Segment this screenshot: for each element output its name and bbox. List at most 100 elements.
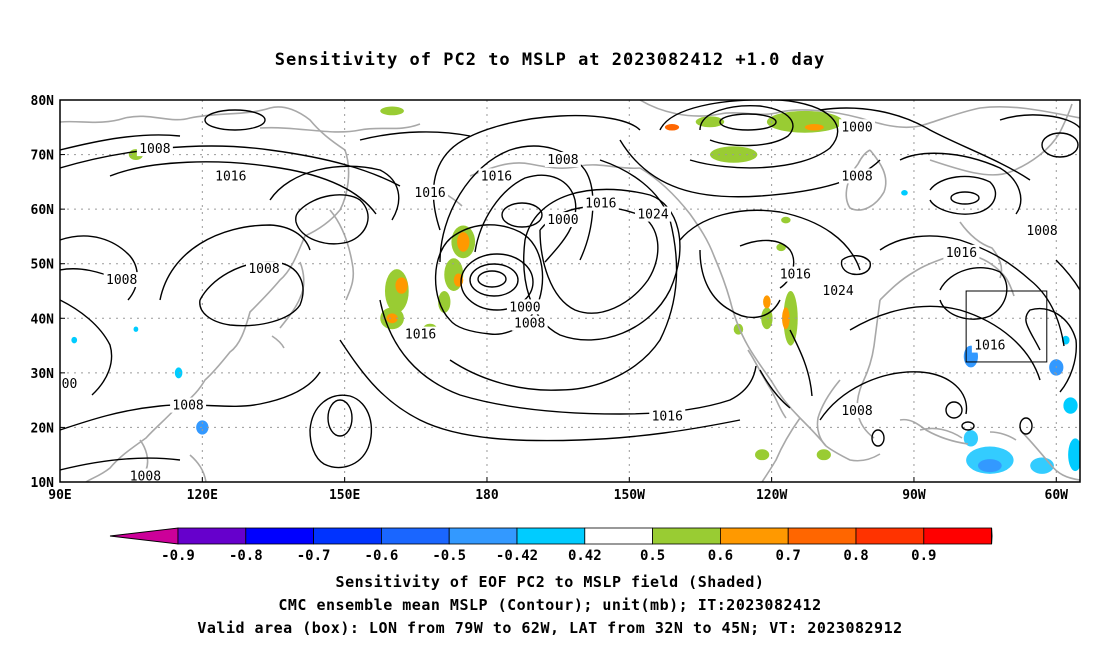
sensitivity-patch xyxy=(963,430,978,447)
lon-tick-label: 150E xyxy=(329,488,360,503)
contour-labels: 1008 1016 1008 1008 1016 1016 1008 1000 1016 1024… xyxy=(59,119,1061,485)
sensitivity-patch xyxy=(776,243,786,252)
colorbar-label: 0.42 xyxy=(568,548,602,564)
grid-lines xyxy=(60,100,1080,482)
sensitivity-patch xyxy=(71,336,78,344)
colorbar-swatch xyxy=(313,527,382,545)
sensitivity-patch xyxy=(755,449,770,461)
sensitivity-patch xyxy=(816,449,831,461)
lat-tick-label: 50N xyxy=(31,258,55,273)
colorbar-label: -0.42 xyxy=(496,548,538,564)
sensitivity-patch xyxy=(782,307,790,330)
sensitivity-patch xyxy=(457,232,470,252)
contour-label: 1016 xyxy=(414,186,445,201)
valid-area-box xyxy=(965,290,1048,363)
contour-label: 1008 xyxy=(841,404,872,419)
colorbar-swatch xyxy=(855,527,925,545)
colorbar-swatch xyxy=(652,527,721,545)
colorbar-swatch xyxy=(448,527,518,545)
contour-label-bg xyxy=(246,261,282,277)
contour-label: 1016 xyxy=(481,169,512,184)
contour-label-bg xyxy=(412,184,449,200)
contour-label-bg xyxy=(839,119,876,135)
colorbar-label: 0.7 xyxy=(776,548,801,564)
contour-label: 1016 xyxy=(585,197,616,212)
contour-label: 1008 xyxy=(106,273,137,288)
colorbar-swatch xyxy=(787,527,857,545)
contour-label: 1008 xyxy=(248,262,279,277)
lon-tick-label: 120W xyxy=(756,488,787,503)
contour-label: 1000 xyxy=(509,300,540,315)
colorbar-swatch xyxy=(720,527,789,545)
contour-label: 1008 xyxy=(514,317,545,332)
contour-label: 1016 xyxy=(780,268,811,283)
contour-label-bg xyxy=(777,266,814,282)
contour-label-bg xyxy=(127,468,164,484)
contour-label: 1016 xyxy=(946,246,977,261)
contour-label-bg xyxy=(506,299,543,315)
page-title: Sensitivity of PC2 to MSLP at 2023082412… xyxy=(274,50,826,70)
sensitivity-shading xyxy=(71,106,1080,474)
colorbar-label: -0.5 xyxy=(432,548,466,564)
sensitivity-patch xyxy=(395,277,408,294)
lat-tick-label: 10N xyxy=(31,476,55,491)
contour-label-bg xyxy=(212,168,249,184)
contour-label: 1000 xyxy=(841,120,872,135)
contour-label-bg xyxy=(136,141,173,157)
sensitivity-patch xyxy=(380,106,404,116)
sensitivity-patch xyxy=(196,420,209,435)
contour-label: 1016 xyxy=(974,339,1005,354)
contour-label-bg xyxy=(402,326,439,342)
contour-label: 1024 xyxy=(637,208,668,223)
colorbar-label: 0.8 xyxy=(843,548,868,564)
footer-line-1: Sensitivity of EOF PC2 to MSLP field (Sh… xyxy=(335,573,765,591)
contour-label-bg xyxy=(820,283,857,298)
contour-label: 00 xyxy=(62,377,78,392)
contour-label: 1008 xyxy=(139,142,170,157)
contour-label: 1016 xyxy=(405,328,436,343)
contour-label-bg xyxy=(971,337,1008,353)
contour-label-bg xyxy=(544,152,581,168)
mslp-contours xyxy=(60,100,1080,471)
axis-ticks: 90E 120E 150E 180 150W 120W 90W 60W 10N 20N 30N 40N… xyxy=(31,94,1069,503)
colorbar-swatch xyxy=(380,527,450,545)
colorbar-label: -0.6 xyxy=(365,548,399,564)
contour-label-bg xyxy=(839,168,876,184)
lon-tick-label: 60W xyxy=(1045,488,1069,503)
contour-label-bg xyxy=(582,195,619,211)
contour-label: 1000 xyxy=(547,213,578,228)
contour-label-bg xyxy=(511,315,548,331)
sensitivity-patch xyxy=(133,326,139,332)
contour-label-bg xyxy=(103,272,140,288)
lat-tick-label: 70N xyxy=(31,149,55,164)
lon-tick-label: 180 xyxy=(475,488,499,503)
sensitivity-patch xyxy=(766,110,843,133)
contour-label-bg xyxy=(839,403,876,419)
footer-line-2: CMC ensemble mean MSLP (Contour); unit(m… xyxy=(278,596,822,614)
contour-label: 1008 xyxy=(841,169,872,184)
sensitivity-patch xyxy=(783,291,798,346)
map-frame xyxy=(59,99,1081,483)
sensitivity-patch xyxy=(1068,438,1080,472)
contour-label-bg xyxy=(649,408,686,424)
lon-tick-label: 120E xyxy=(187,488,218,503)
colorbar-left-arrow xyxy=(109,527,179,545)
colorbar-label: -0.7 xyxy=(297,548,331,564)
colorbar-label: -0.8 xyxy=(229,548,263,564)
contour-label-bg xyxy=(478,168,515,184)
contour-label: 1008 xyxy=(172,399,203,414)
colorbar-swatch xyxy=(584,527,653,545)
colorbar-swatch xyxy=(245,527,315,545)
sensitivity-patch xyxy=(763,295,771,309)
colorbar-label: 0.6 xyxy=(708,548,733,564)
sensitivity-patch xyxy=(664,124,680,131)
lon-tick-label: 90W xyxy=(902,488,926,503)
colorbar-label: 0.9 xyxy=(911,548,936,564)
contour-label: 1024 xyxy=(822,284,853,299)
contour-label-bg xyxy=(635,206,672,222)
colorbar-swatch xyxy=(923,527,992,545)
colorbar-label: -0.9 xyxy=(161,548,195,564)
sensitivity-patch xyxy=(901,190,908,196)
colorbar-swatch xyxy=(177,527,247,545)
sensitivity-patch xyxy=(174,367,183,379)
